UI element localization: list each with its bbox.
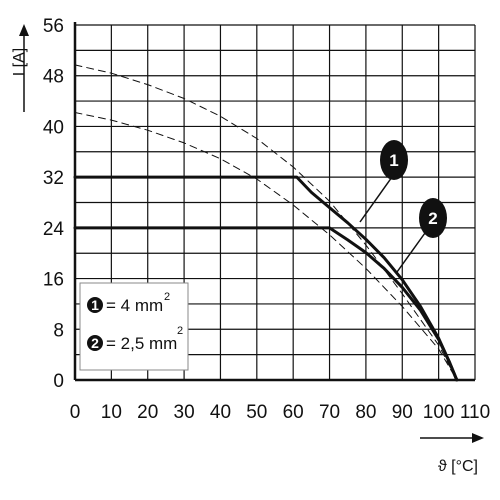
legend-badge-2 [87, 335, 103, 351]
legend-label-1: = 4 mm [106, 296, 163, 315]
y-axis-arrow-head [19, 24, 29, 36]
callout-1: 1 [359, 140, 408, 223]
legend-box [79, 282, 189, 371]
x-axis-label: ϑ [°C] [438, 458, 478, 475]
y-tick-label: 24 [43, 219, 65, 240]
y-tick-label: 16 [43, 270, 64, 291]
y-tick-label: 40 [43, 117, 64, 138]
x-tick-label: 10 [101, 402, 122, 423]
callout-2-leader [396, 232, 426, 273]
callout-1-leader [359, 176, 393, 223]
y-tick-label: 0 [53, 371, 64, 392]
x-tick-label: 70 [319, 402, 340, 423]
legend-badge-2-text: 2 [91, 335, 99, 351]
legend: 1 = 4 mm 2 2 = 2,5 mm 2 [79, 282, 189, 371]
x-tick-label: 40 [210, 402, 231, 423]
callout-2-text: 2 [428, 209, 437, 228]
callout-1-text: 1 [389, 151, 398, 170]
curves [73, 64, 459, 382]
x-tick-label: 30 [174, 402, 195, 423]
axes [19, 22, 484, 443]
x-tick-label: 0 [70, 402, 81, 423]
x-tick-label: 20 [137, 402, 158, 423]
y-tick-label: 32 [43, 168, 64, 189]
tick-labels: 0 10 20 30 40 50 60 70 80 90 100 110 0 8 16 24 32 40 48 56 [43, 16, 490, 423]
legend-sup-2: 2 [177, 325, 183, 337]
y-tick-label: 8 [53, 320, 64, 341]
y-tick-label: 48 [43, 67, 64, 88]
legend-badge-1-text: 1 [91, 297, 99, 313]
callout-2: 2 [396, 198, 447, 273]
dashed-curve-1 [74, 64, 458, 381]
legend-sup-1: 2 [164, 291, 170, 303]
x-tick-label: 60 [283, 402, 304, 423]
x-axis-arrow-head [472, 433, 484, 443]
y-axis-label: I [A] [11, 48, 28, 76]
callout-2-badge [419, 198, 447, 238]
legend-label-2: = 2,5 mm [106, 334, 177, 353]
series-line-2 [73, 226, 459, 382]
x-tick-label: 50 [246, 402, 267, 423]
x-tick-label: 80 [355, 402, 376, 423]
y-tick-label: 56 [43, 16, 64, 37]
x-tick-label: 110 [460, 402, 490, 423]
x-tick-label: 100 [423, 402, 455, 423]
x-tick-label: 90 [392, 402, 413, 423]
legend-badge-1 [87, 297, 103, 313]
callout-1-badge [380, 140, 408, 180]
dashed-curve-2 [74, 112, 458, 381]
